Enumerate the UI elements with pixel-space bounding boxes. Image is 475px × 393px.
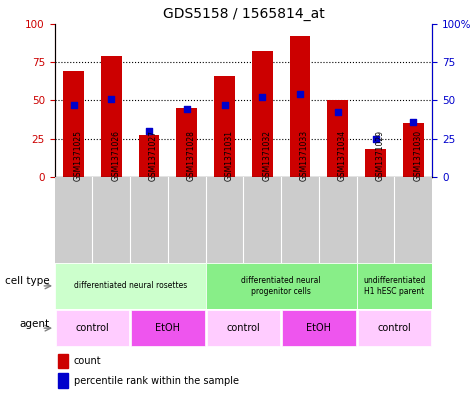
Text: differentiated neural rosettes: differentiated neural rosettes	[74, 281, 187, 290]
Bar	[365, 149, 386, 177]
Point	[221, 102, 228, 108]
Bar	[58, 354, 68, 368]
Point	[183, 106, 190, 112]
Point	[296, 91, 304, 97]
Text: control: control	[76, 323, 109, 333]
Bar	[176, 108, 197, 177]
Text: count: count	[74, 356, 101, 366]
Point	[409, 119, 417, 125]
Text: agent: agent	[20, 319, 50, 329]
Bar	[252, 51, 273, 177]
Point	[145, 128, 153, 134]
Bar	[63, 71, 84, 177]
Bar	[327, 100, 348, 177]
Bar	[139, 136, 160, 177]
Text: GSM1371028: GSM1371028	[187, 130, 196, 181]
Text: cell type: cell type	[5, 276, 50, 286]
Bar	[55, 263, 206, 309]
Text: GSM1371032: GSM1371032	[262, 130, 271, 181]
Text: GSM1371033: GSM1371033	[300, 130, 309, 181]
Text: GSM1371034: GSM1371034	[338, 130, 347, 181]
Bar	[282, 310, 356, 346]
Text: differentiated neural
progenitor cells: differentiated neural progenitor cells	[241, 276, 321, 296]
Point	[372, 135, 380, 141]
Bar	[207, 310, 280, 346]
Bar	[101, 56, 122, 177]
Point	[258, 94, 266, 100]
Bar	[56, 310, 129, 346]
Text: GSM1371031: GSM1371031	[225, 130, 234, 181]
Point	[70, 102, 77, 108]
Bar	[357, 263, 432, 309]
Point	[334, 109, 342, 116]
Bar	[403, 123, 424, 177]
Text: GSM1371029: GSM1371029	[376, 130, 385, 181]
Text: GSM1371030: GSM1371030	[413, 130, 422, 181]
Bar	[290, 36, 311, 177]
Text: control: control	[227, 323, 260, 333]
Text: GSM1371025: GSM1371025	[74, 130, 83, 181]
Text: GSM1371027: GSM1371027	[149, 130, 158, 181]
Title: GDS5158 / 1565814_at: GDS5158 / 1565814_at	[162, 7, 324, 21]
Text: percentile rank within the sample: percentile rank within the sample	[74, 376, 238, 386]
Bar	[58, 373, 68, 388]
Bar	[206, 263, 357, 309]
Point	[107, 95, 115, 102]
Bar	[358, 310, 431, 346]
Text: control: control	[378, 323, 411, 333]
Text: EtOH: EtOH	[155, 323, 180, 333]
Text: undifferentiated
H1 hESC parent: undifferentiated H1 hESC parent	[363, 276, 426, 296]
Text: GSM1371026: GSM1371026	[111, 130, 120, 181]
Bar	[131, 310, 205, 346]
Text: EtOH: EtOH	[306, 323, 332, 333]
Bar	[214, 76, 235, 177]
